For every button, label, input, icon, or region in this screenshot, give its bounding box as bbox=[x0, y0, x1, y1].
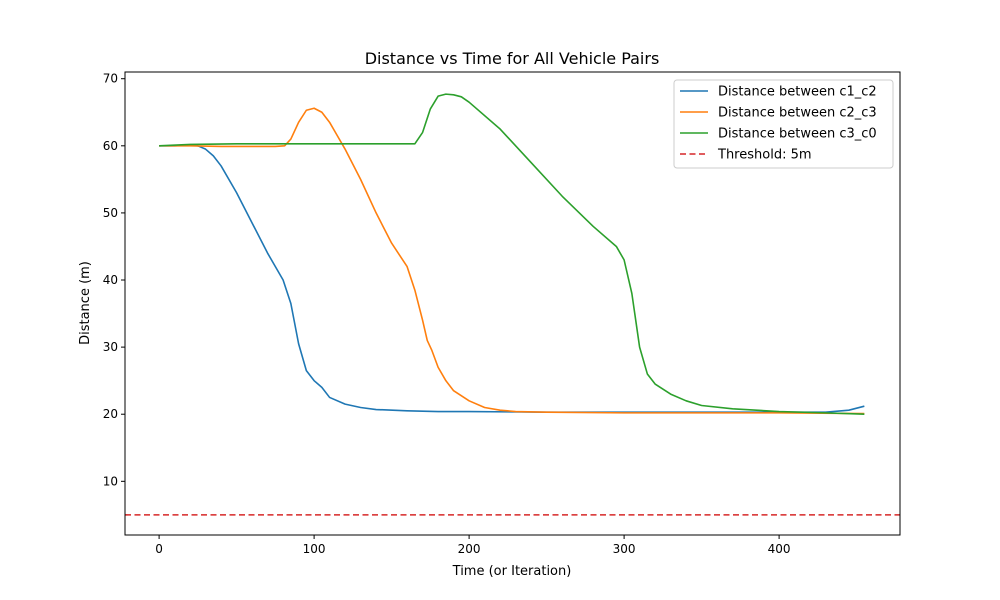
x-tick-label: 200 bbox=[458, 542, 481, 556]
x-axis-label: Time (or Iteration) bbox=[452, 564, 572, 579]
y-tick-label: 20 bbox=[103, 407, 118, 421]
legend-label: Threshold: 5m bbox=[717, 148, 812, 163]
series-layer bbox=[125, 93, 900, 516]
y-tick-label: 50 bbox=[103, 206, 118, 220]
y-tick-label: 70 bbox=[103, 72, 118, 86]
ticks-layer: 0 100 200 300 400 10 20 30 40 50 60 70 bbox=[103, 72, 791, 556]
legend-label: Distance between c2_c3 bbox=[718, 106, 877, 121]
plot-frame bbox=[124, 71, 901, 536]
y-tick-label: 10 bbox=[103, 474, 118, 488]
x-tick-label: 0 bbox=[155, 542, 163, 556]
y-tick-label: 40 bbox=[103, 273, 118, 287]
chart-title: Distance vs Time for All Vehicle Pairs bbox=[365, 49, 660, 68]
x-tick-label: 300 bbox=[613, 542, 636, 556]
x-tick-label: 400 bbox=[768, 542, 791, 556]
x-tick-label: 100 bbox=[303, 542, 326, 556]
y-axis-label: Distance (m) bbox=[78, 261, 93, 345]
y-tick-label: 60 bbox=[103, 139, 118, 153]
series-line-1 bbox=[159, 107, 865, 415]
legend-box bbox=[673, 79, 894, 169]
plot-area bbox=[125, 93, 900, 516]
series-line-2 bbox=[159, 93, 865, 416]
y-tick-label: 30 bbox=[103, 340, 118, 354]
legend-label: Distance between c3_c0 bbox=[718, 127, 877, 142]
legend-label: Distance between c1_c2 bbox=[718, 85, 877, 100]
legend: Distance between c1_c2 Distance between c… bbox=[673, 79, 894, 169]
